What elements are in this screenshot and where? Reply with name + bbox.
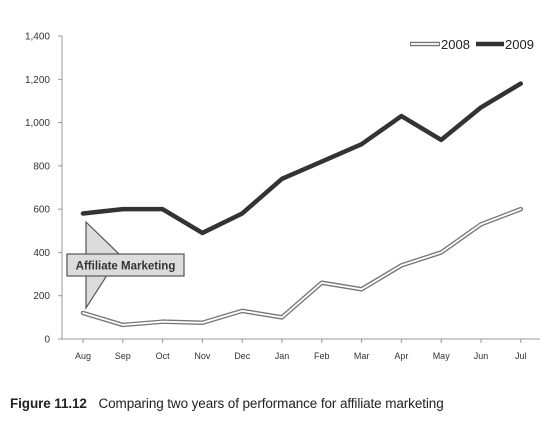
- figure-number: Figure 11.12: [10, 396, 87, 411]
- x-tick-label: Apr: [394, 351, 408, 361]
- x-tick-label: Jan: [275, 351, 290, 361]
- figure-caption-text: Comparing two years of performance for a…: [98, 396, 444, 411]
- x-tick-label: May: [433, 351, 451, 361]
- line-chart: 0 200 400 600 800 1,000 1,200 1,400 Aug Sep Oct Nov…: [25, 32, 540, 361]
- y-tick-label: 600: [33, 205, 50, 216]
- x-tick-label: Sep: [115, 351, 131, 361]
- x-tick-label: Feb: [314, 351, 330, 361]
- chart-area: 0 200 400 600 800 1,000 1,200 1,400 Aug Sep Oct Nov…: [25, 32, 540, 361]
- figure-caption: Figure 11.12 Comparing two years of perf…: [10, 396, 444, 411]
- y-tick-label: 0: [44, 335, 50, 346]
- y-tick-label: 1,200: [25, 75, 50, 86]
- x-tick-label: Jul: [515, 351, 527, 361]
- series-2008-line-core: [82, 208, 522, 326]
- x-tick-label: Jun: [474, 351, 489, 361]
- legend-2009-label: 2009: [505, 37, 534, 52]
- series-2009-line: [80, 81, 524, 236]
- annotation-box: [66, 253, 185, 277]
- y-tick-label: 1,000: [25, 118, 50, 129]
- x-tick-label: Dec: [234, 351, 251, 361]
- x-tick-label: Aug: [75, 351, 91, 361]
- x-tick-label: Mar: [354, 351, 370, 361]
- y-tick-label: 800: [33, 161, 50, 172]
- y-tick-label: 1,400: [25, 32, 50, 43]
- x-tick-label: Oct: [156, 351, 171, 361]
- y-tick-label: 200: [33, 291, 50, 302]
- annotation-label: Affiliate Marketing: [76, 261, 176, 273]
- y-tick-label: 400: [33, 248, 50, 259]
- legend-2008-label: 2008: [441, 37, 470, 52]
- x-tick-label: Nov: [194, 351, 211, 361]
